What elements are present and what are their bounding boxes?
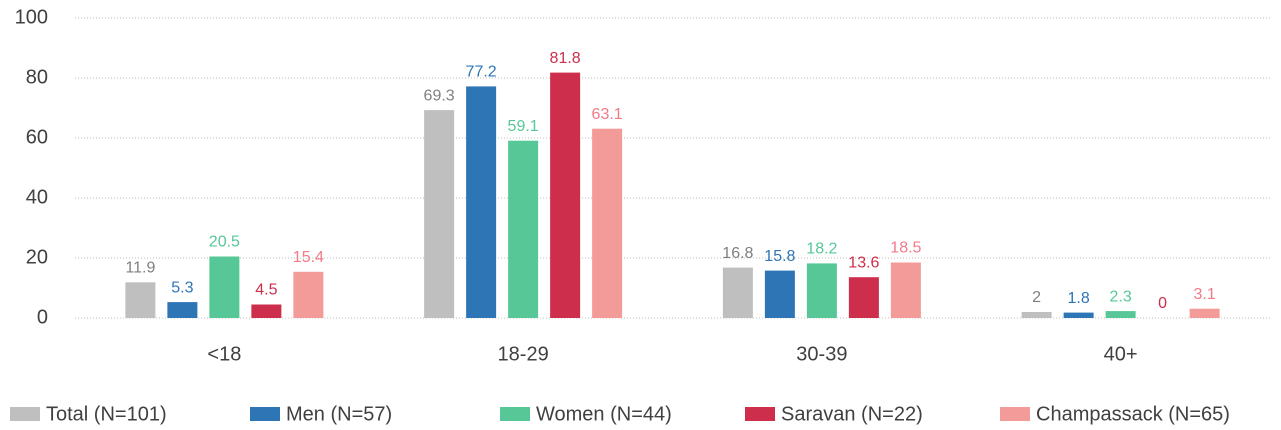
value-label: 13.6 [848,254,879,271]
bar [1105,311,1136,318]
bar [806,263,837,318]
y-tick-label: 80 [26,66,48,88]
value-label: 16.8 [722,245,753,262]
value-label: 69.3 [424,87,455,104]
value-label: 20.5 [209,234,240,251]
bar [764,270,795,318]
value-label: 1.8 [1068,290,1090,307]
legend-swatch [10,407,40,421]
value-label: 18.5 [890,240,921,257]
y-tick-label: 100 [15,6,48,28]
value-label: 77.2 [466,64,497,81]
bar [125,282,156,318]
bar [466,86,497,319]
legend-swatch [500,407,530,421]
legend-label: Women (N=44) [536,403,672,425]
value-label: 5.3 [171,279,193,296]
legend-label: Total (N=101) [46,403,167,425]
x-tick-label: <18 [207,343,241,365]
value-label: 81.8 [550,50,581,67]
bar [890,262,921,318]
bar [1021,312,1052,318]
bar [508,140,539,318]
x-tick-label: 30-39 [796,343,847,365]
legend-swatch [250,407,280,421]
bar [424,110,455,318]
bar [209,256,240,318]
value-label: 18.2 [806,241,837,258]
legend-swatch [1000,407,1030,421]
bar [848,277,879,318]
legend-swatch [745,407,775,421]
y-tick-label: 20 [26,246,48,268]
y-tick-label: 60 [26,126,48,148]
bar [167,302,198,318]
bar [251,304,282,318]
legend-label: Saravan (N=22) [781,403,923,425]
value-label: 4.5 [255,282,277,299]
legend-label: Champassack (N=65) [1036,403,1230,425]
bar [293,271,324,318]
bar [722,267,753,318]
legend-label: Men (N=57) [286,403,392,425]
bar [592,128,623,318]
value-label: 59.1 [508,118,539,135]
x-tick-label: 18-29 [498,343,549,365]
value-label: 63.1 [592,106,623,123]
bar [1063,312,1094,318]
value-label: 0 [1158,295,1167,312]
value-label: 15.4 [293,249,324,266]
value-label: 3.1 [1194,286,1216,303]
value-label: 11.9 [125,260,155,277]
y-tick-label: 0 [37,306,48,328]
value-label: 15.8 [764,248,795,265]
value-label: 2.3 [1110,288,1132,305]
value-label: 2 [1032,289,1041,306]
y-tick-label: 40 [26,186,48,208]
bar [1189,308,1220,318]
bar [550,72,581,318]
x-tick-label: 40+ [1104,343,1138,365]
